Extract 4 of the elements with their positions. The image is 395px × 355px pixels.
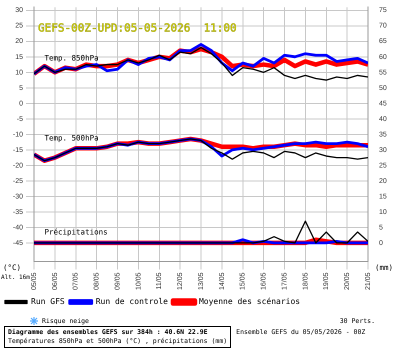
text: GEFS-00Z-UPD:05-05-2026 11:00 — [38, 22, 237, 35]
legend-label: Run de controle — [96, 297, 168, 306]
legend-label: Run GFS — [31, 297, 65, 306]
legend-label: Moyenne des scénarios — [198, 297, 300, 306]
